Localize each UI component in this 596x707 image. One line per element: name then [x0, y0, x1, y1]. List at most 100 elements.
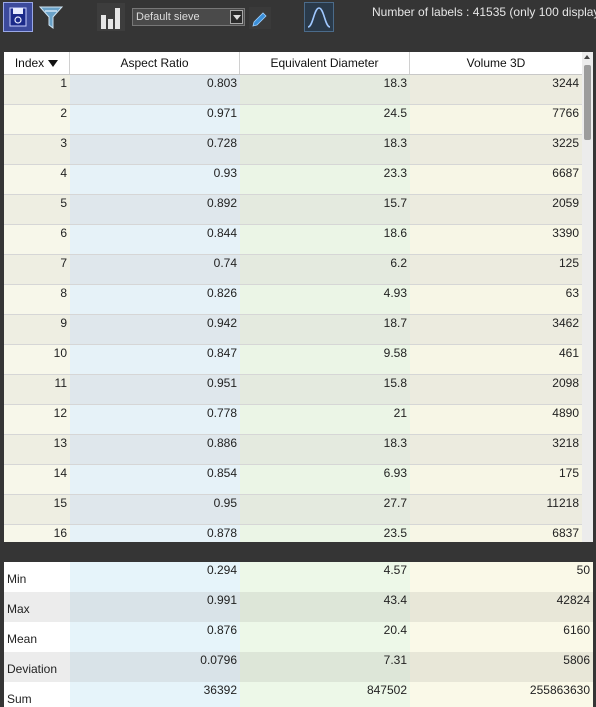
sieve-dropdown-value: Default sieve: [136, 11, 200, 23]
labels-count-text: Number of labels : 41535 (only 100 displ…: [372, 5, 596, 19]
cell-equivalent-diameter: 15.8: [240, 375, 410, 404]
cell-aspect-ratio: 0.971: [70, 105, 240, 134]
cell-equivalent-diameter: 18.6: [240, 225, 410, 254]
column-header-index[interactable]: Index: [4, 52, 70, 74]
scroll-up-arrow-icon[interactable]: [582, 52, 593, 63]
stats-equivalent-diameter: 7.31: [240, 652, 410, 682]
stats-aspect-ratio: 0.0796: [70, 652, 240, 682]
table-row[interactable]: 5 0.892 15.7 2059: [4, 195, 582, 225]
table-header: Index Aspect Ratio Equivalent Diameter V…: [4, 52, 582, 75]
cell-equivalent-diameter: 6.2: [240, 255, 410, 284]
cell-index: 5: [4, 195, 70, 224]
table-row[interactable]: 10 0.847 9.58 461: [4, 345, 582, 375]
cell-index: 7: [4, 255, 70, 284]
filter-icon: [36, 2, 66, 32]
cell-equivalent-diameter: 15.7: [240, 195, 410, 224]
table-row[interactable]: 11 0.951 15.8 2098: [4, 375, 582, 405]
cell-index: 12: [4, 405, 70, 434]
cell-equivalent-diameter: 24.5: [240, 105, 410, 134]
stats-row-max: Max 0.991 43.4 42824: [4, 592, 593, 622]
cell-equivalent-diameter: 18.3: [240, 75, 410, 104]
stats-row-min: Min 0.294 4.57 50: [4, 562, 593, 592]
cell-volume-3d: 4890: [410, 405, 582, 434]
stats-label: Max: [4, 592, 70, 622]
cell-index: 10: [4, 345, 70, 374]
statistics-table: Min 0.294 4.57 50 Max 0.991 43.4 42824 Mean 0.8…: [4, 562, 593, 707]
cell-index: 9: [4, 315, 70, 344]
stats-aspect-ratio: 0.294: [70, 562, 240, 592]
cell-equivalent-diameter: 23.5: [240, 525, 410, 542]
cell-aspect-ratio: 0.728: [70, 135, 240, 164]
column-header-volume-3d[interactable]: Volume 3D: [466, 56, 526, 70]
table-scrollbar[interactable]: [582, 52, 593, 542]
edit-sieve-button[interactable]: [249, 7, 271, 29]
cell-volume-3d: 3390: [410, 225, 582, 254]
save-icon: [4, 3, 32, 31]
stats-volume-3d: 255863630: [410, 682, 593, 707]
stats-label: Sum: [4, 682, 70, 707]
stats-volume-3d: 6160: [410, 622, 593, 652]
cell-equivalent-diameter: 27.7: [240, 495, 410, 524]
table-row[interactable]: 14 0.854 6.93 175: [4, 465, 582, 495]
cell-equivalent-diameter: 18.3: [240, 435, 410, 464]
cell-index: 16: [4, 525, 70, 542]
histogram-button[interactable]: [96, 2, 126, 32]
cell-volume-3d: 3218: [410, 435, 582, 464]
table-row[interactable]: 2 0.971 24.5 7766: [4, 105, 582, 135]
column-header-equivalent-diameter[interactable]: Equivalent Diameter: [240, 52, 410, 74]
table-row[interactable]: 16 0.878 23.5 6837: [4, 525, 582, 542]
cell-aspect-ratio: 0.886: [70, 435, 240, 464]
stats-volume-3d: 42824: [410, 592, 593, 622]
pen-icon: [249, 7, 271, 29]
table-row[interactable]: 9 0.942 18.7 3462: [4, 315, 582, 345]
labels-table[interactable]: Index Aspect Ratio Equivalent Diameter V…: [4, 52, 593, 542]
stats-equivalent-diameter: 20.4: [240, 622, 410, 652]
cell-volume-3d: 3244: [410, 75, 582, 104]
cell-volume-3d: 7766: [410, 105, 582, 134]
table-row[interactable]: 4 0.93 23.3 6687: [4, 165, 582, 195]
cell-volume-3d: 6687: [410, 165, 582, 194]
table-row[interactable]: 6 0.844 18.6 3390: [4, 225, 582, 255]
cell-index: 8: [4, 285, 70, 314]
save-button[interactable]: [3, 2, 33, 32]
cell-volume-3d: 11218: [410, 495, 582, 524]
stats-label: Deviation: [4, 652, 70, 682]
cell-volume-3d: 2059: [410, 195, 582, 224]
distribution-curve-icon: [305, 3, 333, 31]
stats-row-sum: Sum 36392 847502 255863630: [4, 682, 593, 707]
cell-volume-3d: 3462: [410, 315, 582, 344]
table-row[interactable]: 8 0.826 4.93 63: [4, 285, 582, 315]
sort-descending-icon: [48, 60, 59, 68]
table-row[interactable]: 7 0.74 6.2 125: [4, 255, 582, 285]
table-row[interactable]: 13 0.886 18.3 3218: [4, 435, 582, 465]
cell-index: 6: [4, 225, 70, 254]
cell-aspect-ratio: 0.854: [70, 465, 240, 494]
stats-volume-3d: 5806: [410, 652, 593, 682]
column-header-aspect-ratio[interactable]: Aspect Ratio: [70, 52, 240, 74]
stats-equivalent-diameter: 4.57: [240, 562, 410, 592]
cell-index: 14: [4, 465, 70, 494]
toolbar: Default sieve Number of labels : 41535 (…: [0, 0, 596, 36]
cell-equivalent-diameter: 21: [240, 405, 410, 434]
sieve-dropdown[interactable]: Default sieve: [132, 8, 245, 26]
table-row[interactable]: 3 0.728 18.3 3225: [4, 135, 582, 165]
column-header-index-label: Index: [14, 56, 45, 70]
table-body: 1 0.803 18.3 3244 2 0.971 24.5 7766 3 0.728 18.3…: [4, 75, 582, 542]
cell-volume-3d: 125: [410, 255, 582, 284]
filter-button[interactable]: [36, 2, 66, 32]
cell-aspect-ratio: 0.826: [70, 285, 240, 314]
cell-aspect-ratio: 0.74: [70, 255, 240, 284]
cell-index: 11: [4, 375, 70, 404]
scrollbar-thumb[interactable]: [584, 65, 591, 140]
table-row[interactable]: 1 0.803 18.3 3244: [4, 75, 582, 105]
stats-label: Min: [4, 562, 70, 592]
cell-index: 1: [4, 75, 70, 104]
table-row[interactable]: 12 0.778 21 4890: [4, 405, 582, 435]
cell-equivalent-diameter: 9.58: [240, 345, 410, 374]
distribution-button[interactable]: [304, 2, 334, 32]
cell-aspect-ratio: 0.844: [70, 225, 240, 254]
cell-aspect-ratio: 0.847: [70, 345, 240, 374]
chevron-down-icon[interactable]: [230, 10, 243, 24]
table-row[interactable]: 15 0.95 27.7 11218: [4, 495, 582, 525]
stats-aspect-ratio: 36392: [70, 682, 240, 707]
